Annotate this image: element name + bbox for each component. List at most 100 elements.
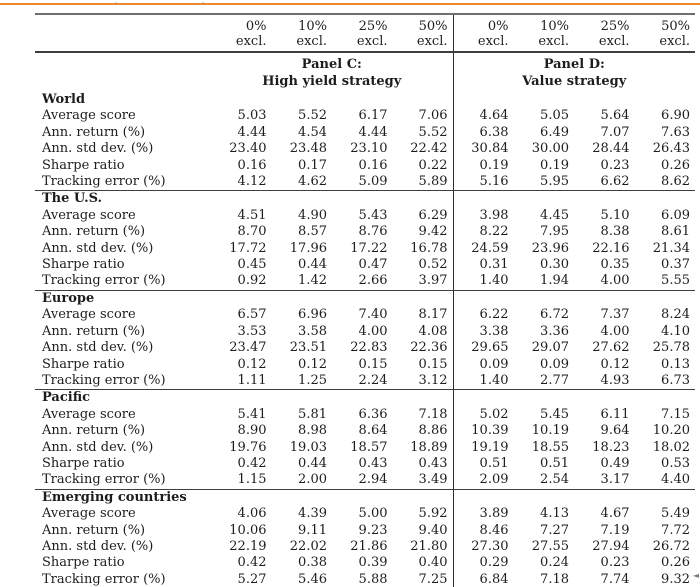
value-cell: 0.15 xyxy=(358,356,388,372)
value-cell: 10.20 xyxy=(652,423,690,439)
value-cell: 0.15 xyxy=(418,356,448,372)
value-cell: 0.42 xyxy=(237,455,267,471)
value-cell: 8.46 xyxy=(452,522,514,539)
value-cell: 7.40 xyxy=(358,307,388,323)
table-row: Average score 6.57 6.96 7.40 8.17 6.22 6.72 7.3… xyxy=(35,307,695,324)
value-cell: 7.15 xyxy=(661,406,690,422)
results-table: 0% 10% 25% 50% 0% 10% 25% 50% excl. excl. excl. exc… xyxy=(35,13,695,587)
value-cell: 27.30 xyxy=(452,538,514,556)
value-cell: 8.62 xyxy=(661,174,690,190)
col-header-pct: 0% xyxy=(245,19,267,34)
value-cell: 5.10 xyxy=(600,207,630,223)
section-header-empty-cell xyxy=(452,190,514,208)
table-row: Average score 5.03 5.52 6.17 7.06 4.64 5.05 5.6… xyxy=(35,108,695,125)
value-cell: 5.03 xyxy=(237,108,267,124)
value-cell: 5.05 xyxy=(540,108,569,124)
top-accent-line xyxy=(0,3,700,5)
table-row: Ann. std dev. (%) 17.72 17.96 17.22 16.78 24.… xyxy=(35,240,695,258)
value-cell: 6.11 xyxy=(600,406,630,422)
value-cell: 4.00 xyxy=(600,323,630,339)
value-cell: 4.67 xyxy=(600,506,630,522)
value-cell: 16.78 xyxy=(410,240,448,256)
value-cell: 2.77 xyxy=(540,372,569,388)
value-cell: 6.49 xyxy=(540,124,569,140)
section-header-empty-cell xyxy=(634,389,695,407)
table-row: Sharpe ratio 0.12 0.12 0.15 0.15 0.09 0.09 0.12… xyxy=(35,356,695,373)
value-cell: 0.16 xyxy=(358,157,388,173)
section-header: Europe xyxy=(35,289,211,308)
value-cell: 7.72 xyxy=(661,522,690,538)
value-cell: 6.38 xyxy=(452,124,514,142)
header-spacer-cell xyxy=(35,14,211,34)
panel-title-line1: Panel C: xyxy=(301,57,362,72)
value-cell: 0.42 xyxy=(237,555,267,571)
value-cell: 4.93 xyxy=(600,372,630,388)
value-cell: 5.27 xyxy=(237,571,267,587)
value-cell: 4.06 xyxy=(237,506,267,522)
value-cell: 3.89 xyxy=(452,506,514,523)
section-header-empty-cell xyxy=(272,92,333,108)
value-cell: 0.29 xyxy=(452,555,514,572)
row-label: Sharpe ratio xyxy=(42,455,125,471)
section-header: World xyxy=(42,92,86,107)
section-header-empty-cell xyxy=(332,389,393,407)
section-header-empty-cell xyxy=(513,488,574,507)
value-cell: 1.42 xyxy=(298,273,327,289)
section-header-empty-cell xyxy=(332,488,393,507)
value-cell: 0.09 xyxy=(540,356,569,372)
row-label: Ann. return (%) xyxy=(42,522,146,538)
section-header-empty-cell xyxy=(271,389,332,407)
value-cell: 8.61 xyxy=(661,224,690,240)
table-row: Tracking error (%) 4.12 4.62 5.09 5.89 5.16 5.… xyxy=(35,174,695,191)
value-cell: 23.51 xyxy=(289,340,327,356)
value-cell: 19.76 xyxy=(229,439,267,455)
value-cell: 22.19 xyxy=(229,538,267,554)
value-cell: 5.46 xyxy=(298,571,327,587)
value-cell: 7.06 xyxy=(418,108,448,124)
value-cell: 0.22 xyxy=(418,157,448,173)
section-header-empty-cell xyxy=(332,190,393,208)
value-cell: 6.29 xyxy=(418,207,448,223)
value-cell: 29.65 xyxy=(452,340,514,357)
value-cell: 0.47 xyxy=(358,257,388,273)
table-row: Ann. return (%) 4.44 4.54 4.44 5.52 6.38 6.49 7… xyxy=(35,124,695,142)
section-header-empty-cell xyxy=(393,92,454,108)
value-cell: 19.19 xyxy=(452,439,514,456)
value-cell: 5.49 xyxy=(661,506,690,522)
value-cell: 6.17 xyxy=(358,108,388,124)
caption-artifact-left: ` xyxy=(114,2,119,13)
value-cell: 23.48 xyxy=(289,141,327,157)
value-cell: 4.00 xyxy=(358,323,388,339)
table-row: Ann. return (%) 10.06 9.11 9.23 9.40 8.46 7.27… xyxy=(35,522,695,539)
value-cell: 30.84 xyxy=(452,141,514,158)
value-cell: 0.45 xyxy=(237,257,267,273)
value-cell: 10.19 xyxy=(531,423,569,439)
table-row: Ann. return (%) 8.70 8.57 8.76 9.42 8.22 7.95 8… xyxy=(35,224,695,241)
value-cell: 4.40 xyxy=(661,472,690,488)
value-cell: 0.38 xyxy=(298,555,327,571)
value-cell: 2.09 xyxy=(452,472,514,490)
value-cell: 19.03 xyxy=(289,439,327,455)
value-cell: 10.39 xyxy=(452,423,514,440)
section-header-empty-cell xyxy=(574,190,635,208)
value-cell: 5.52 xyxy=(298,108,327,124)
row-label: Ann. std dev. (%) xyxy=(42,240,154,256)
value-cell: 0.12 xyxy=(237,356,267,372)
col-header-excl: excl. xyxy=(513,34,574,53)
section-header-empty-cell xyxy=(634,289,695,308)
table-row: Ann. std dev. (%) 22.19 22.02 21.86 21.80 27.… xyxy=(35,538,695,556)
value-cell: 6.84 xyxy=(452,571,514,587)
row-label: Ann. return (%) xyxy=(42,124,146,140)
value-cell: 6.73 xyxy=(661,372,690,388)
section-header-empty-cell xyxy=(271,190,332,208)
value-cell: 0.44 xyxy=(298,257,327,273)
table-row: Sharpe ratio 0.45 0.44 0.47 0.52 0.31 0.30 0.35… xyxy=(35,257,695,274)
section-header-empty-cell xyxy=(634,190,695,208)
section-header-empty-cell xyxy=(635,92,696,108)
value-cell: 0.26 xyxy=(661,555,690,571)
value-cell: 8.98 xyxy=(298,423,327,439)
value-cell: 0.49 xyxy=(600,455,630,471)
value-cell: 8.57 xyxy=(298,224,327,240)
value-cell: 18.02 xyxy=(652,439,690,455)
